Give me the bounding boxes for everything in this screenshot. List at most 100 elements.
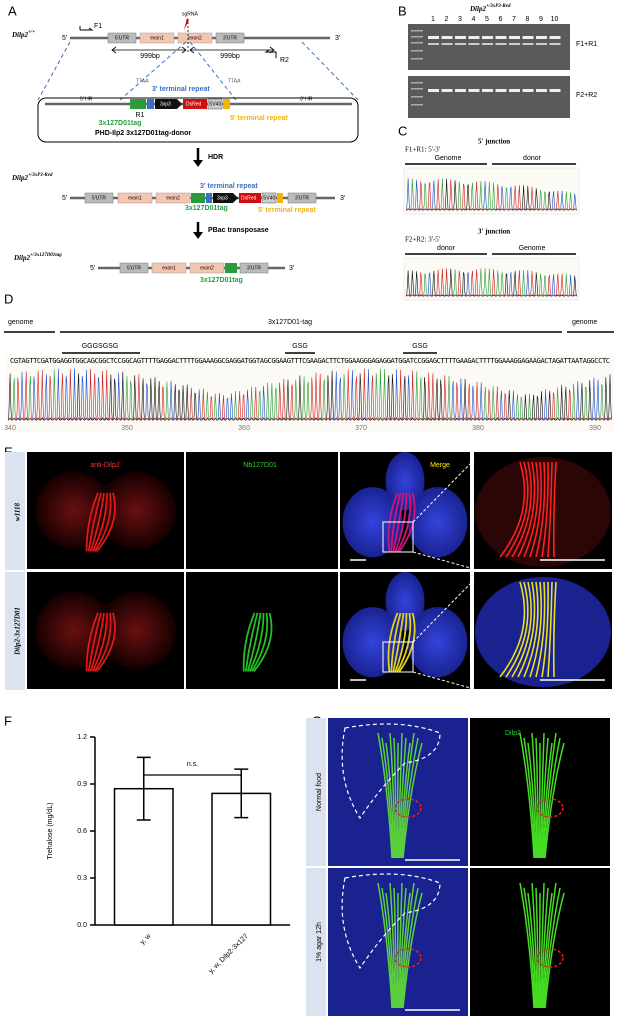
band [495,89,507,92]
neuron [511,461,532,558]
neuron [389,882,396,1009]
ladder [411,58,423,60]
neuron [398,887,407,1009]
cassette: 3xp3 [217,195,228,201]
element: exon2 [166,195,180,201]
neuron [517,581,536,678]
neuron [396,892,399,1009]
primer: R2 [280,57,289,64]
genotype: Dilp2-3x127D01 [14,607,22,656]
ttaa: TTAA [136,78,149,84]
neuron [246,612,262,672]
x-tick-label: y, w, Dilp2-3x127 [208,933,250,975]
neuron [505,581,529,678]
band [495,36,507,39]
annotation: n.s. [187,761,198,768]
neuron [539,732,545,859]
error-bar [234,768,249,819]
neuron [385,892,395,1009]
y-tick-label: 1.2 [77,734,87,741]
lane-label: 1 [431,16,435,23]
ladder [411,88,423,90]
cassette: DsRed [186,101,202,107]
neuron [397,732,403,859]
band [482,89,493,92]
band [468,36,480,39]
repeat: 3' terminal repeat [200,183,258,190]
neuron [91,492,108,552]
end-label: 3' [289,265,294,272]
channel: anti-Dilp2 [90,462,120,469]
neuron [399,892,411,1009]
zoom-line [412,579,475,690]
neuron [93,492,112,552]
neuron [95,612,116,673]
band [482,43,493,45]
x-tick-label: y, w [139,932,153,946]
genotype: w1118 [14,503,22,521]
ttaa: TTAA [228,78,241,84]
end-label: 5' [62,195,67,202]
neuron [393,737,397,859]
panel-e: w1118 Dilp2-3x127D01 anti-Dilp2 Nb127D01… [5,452,612,690]
tag: 3x127D01tag [99,120,142,127]
neuron [552,461,557,558]
primer-pair: F1+R1 [576,41,597,48]
region: donor [437,245,456,252]
panel-label: C [398,123,407,138]
end-label: 5' [90,265,95,272]
lane-label: 5 [485,16,489,23]
neuron [499,461,526,558]
element: 3'UTR [247,265,261,271]
lane-label: 3 [458,16,462,23]
end-label: 3' [340,195,345,202]
element: exon2 [200,265,214,271]
panel-c: 5' junction F1+R1: 5'-3' Genome donor 3'… [403,138,580,301]
tissue [385,572,425,631]
band [509,89,520,92]
band [522,43,534,45]
neuron [253,612,273,673]
neuron [529,581,543,678]
y-tick-label: 0.0 [77,922,87,929]
element: exon2 [188,35,202,41]
neuron [511,581,532,678]
position: 380 [472,425,484,432]
roi [382,641,414,673]
region: Genome [435,155,462,162]
neuron [381,887,394,1009]
element: exon1 [128,195,142,201]
error-bar [136,756,151,821]
position: 370 [355,425,367,432]
repeat: 3' terminal repeat [152,86,210,93]
cassette: SV40 [263,195,275,201]
tissue [34,591,114,670]
neuron [389,732,396,859]
element: 5'UTR [127,265,141,271]
genotype: Dilp2+/3xP3-Red [469,4,511,12]
band [522,36,534,39]
panel-label: E [4,444,13,459]
neuron [251,612,269,672]
neuron [544,742,565,859]
neuron [401,887,419,1009]
cassette: DsRed [241,195,257,201]
position: 390 [589,425,601,432]
ladder [411,82,423,84]
band [441,89,453,92]
sgrna: sgRNA [182,11,199,17]
position: 340 [4,425,16,432]
neuron [517,461,536,558]
panel-label: A [8,3,17,18]
position: 360 [238,425,250,432]
element: exon1 [150,35,164,41]
neuron [523,737,536,859]
band [455,43,466,45]
neuron [541,581,549,678]
neuron [538,892,541,1009]
neuron [547,581,553,678]
neuron [87,492,102,552]
condition: Normal food [316,773,323,811]
neuron [398,737,407,859]
